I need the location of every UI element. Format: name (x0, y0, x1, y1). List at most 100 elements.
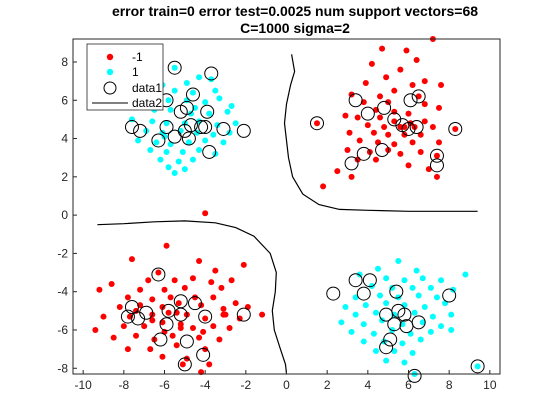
class-pos-point (228, 103, 235, 109)
class-neg-point (145, 277, 152, 284)
class-neg-point (208, 279, 215, 286)
class-neg-point (189, 275, 196, 282)
class-neg-point (383, 74, 390, 81)
class-pos-point (202, 99, 209, 106)
class-pos-point (401, 277, 408, 284)
class-neg-point (436, 104, 442, 111)
class-neg-point (192, 294, 198, 301)
x-tick-label: 6 (405, 378, 412, 392)
class-neg-point (314, 120, 320, 127)
class-neg-point (342, 112, 349, 119)
class-neg-point (377, 93, 384, 100)
class-neg-point (259, 311, 266, 318)
support-vector-circle (124, 120, 139, 135)
class-pos-point (352, 294, 359, 301)
class-neg-point (92, 326, 99, 333)
class-neg-point (212, 267, 219, 274)
class-pos-point (372, 348, 379, 355)
class-neg-point (232, 300, 239, 307)
class-neg-point (120, 323, 127, 330)
class-pos-point (362, 302, 369, 309)
class-pos-point (413, 267, 420, 274)
support-vector-circle (151, 267, 166, 282)
class-neg-point (438, 81, 445, 88)
class-pos-point (196, 147, 203, 154)
support-vector-circle (407, 368, 422, 383)
class-neg-point (370, 129, 377, 136)
support-vector-circle (362, 273, 377, 288)
class-neg-point (391, 108, 398, 115)
class-pos-point (153, 139, 160, 146)
class-neg-point (196, 258, 203, 265)
support-vector-circle (344, 156, 359, 171)
class-neg-point (96, 286, 103, 293)
class-neg-point (226, 325, 233, 332)
class-neg-point (425, 166, 432, 173)
y-tick-label: -6 (57, 323, 68, 337)
support-vector-circle (124, 300, 139, 314)
class-pos-point (147, 147, 154, 154)
class-pos-point (179, 148, 186, 155)
class-pos-point (212, 87, 219, 94)
class-neg-point (415, 93, 422, 100)
class-neg-point (149, 317, 156, 324)
support-vector-circle (159, 120, 174, 135)
decision-boundary-line (97, 220, 288, 375)
class-pos-point (383, 275, 390, 282)
class-pos-point (399, 340, 406, 347)
support-vector-circle (389, 284, 404, 299)
class-pos-point (135, 137, 142, 144)
legend: -1 1 data1 data2 (86, 43, 164, 111)
class-neg-point (210, 294, 217, 301)
class-pos-point (163, 120, 170, 127)
class-pos-point (128, 116, 135, 123)
class-pos-point (189, 156, 196, 163)
class-neg-point (163, 242, 170, 249)
support-vector-circle (409, 120, 424, 135)
legend-marker-pos (106, 68, 114, 76)
class-pos-point (462, 271, 469, 278)
class-pos-point (409, 284, 416, 291)
class-neg-point (177, 325, 184, 332)
support-vector-circle (377, 100, 392, 115)
class-neg-point (167, 294, 174, 301)
support-vector-circle (360, 106, 375, 121)
class-neg-point (379, 45, 386, 52)
class-pos-point (232, 120, 239, 127)
class-pos-point (419, 275, 426, 282)
support-vector-circle (383, 332, 398, 347)
class-neg-point (228, 277, 235, 284)
class-neg-point (169, 332, 176, 339)
class-pos-point (370, 330, 377, 337)
class-pos-point (383, 357, 390, 364)
class-neg-point (452, 125, 459, 132)
class-neg-point (397, 66, 404, 73)
class-pos-point (165, 97, 172, 104)
x-tick-label: 2 (324, 378, 331, 392)
class-neg-point (202, 210, 209, 217)
class-pos-point (375, 265, 381, 272)
class-neg-point (189, 325, 196, 332)
class-neg-point (433, 152, 440, 159)
legend-label-boundary: data2 (132, 96, 162, 110)
class-neg-point (173, 342, 180, 349)
class-neg-point (413, 57, 420, 64)
support-vector-circle (200, 104, 215, 119)
support-vector-circle (470, 359, 485, 374)
legend-marker-support-vector (103, 81, 117, 95)
support-vector-circle (151, 133, 166, 148)
support-vector-circle (236, 123, 251, 138)
class-neg-point (334, 168, 341, 175)
class-neg-point (429, 124, 436, 131)
class-neg-point (397, 150, 404, 157)
class-pos-point (171, 170, 178, 176)
support-vector-circle (133, 123, 148, 138)
support-vector-circle (348, 93, 363, 108)
support-vector-circle (356, 286, 371, 301)
support-vector-circle (397, 307, 412, 322)
support-vector-circle (448, 121, 463, 136)
class-pos-point (181, 166, 188, 173)
class-neg-point (405, 110, 412, 117)
y-tick-label: 6 (61, 93, 68, 107)
x-tick-label: -6 (159, 378, 170, 392)
